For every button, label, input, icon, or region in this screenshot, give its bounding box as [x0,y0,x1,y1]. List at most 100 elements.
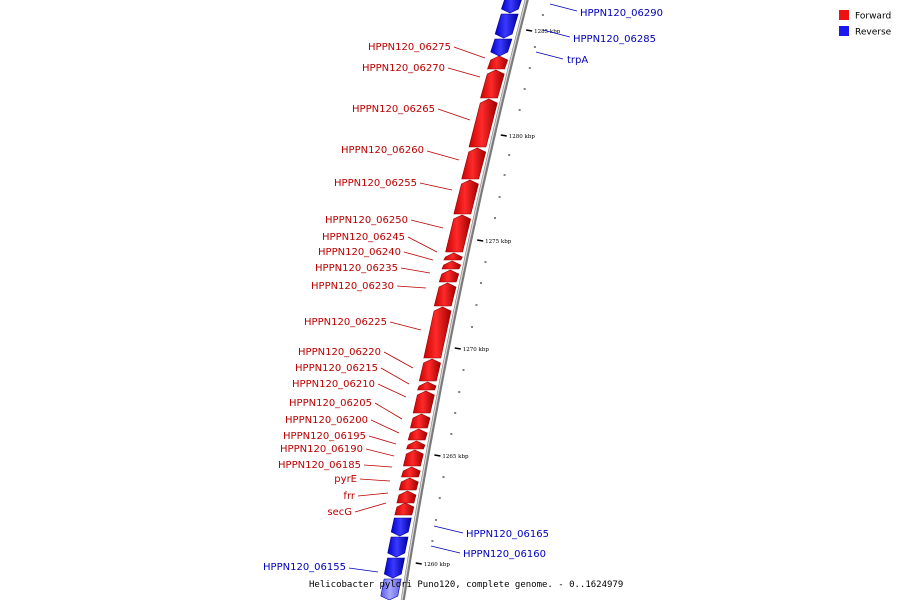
forward-gene-block [453,179,479,215]
gene-label[interactable]: HPPN120_06190 [280,444,363,455]
gene-label[interactable]: HPPN120_06215 [295,363,378,374]
forward-gene-block [403,449,424,467]
label-leader-line [549,3,578,12]
gene-label[interactable]: HPPN120_06225 [304,317,387,328]
label-leader-line [407,236,438,253]
label-leader-line [410,219,444,229]
forward-gene-block [418,358,441,382]
legend-forward-swatch [839,10,849,20]
gene-label[interactable]: HPPN120_06155 [263,562,346,573]
scale-tick [500,134,507,137]
genome-caption: Helicobacter pylori Puno120, complete ge… [309,580,623,590]
forward-gene-block [461,147,487,180]
gene-label[interactable]: HPPN120_06260 [341,145,424,156]
forward-gene-block [417,381,437,391]
forward-gene-block [443,252,463,261]
gene-label[interactable]: HPPN120_06255 [334,178,417,189]
label-leader-line [542,29,571,38]
gene-label[interactable]: secG [327,507,352,518]
minor-ticks [431,14,544,542]
forward-gene-block [441,260,462,270]
label-leader-line [389,321,422,331]
reverse-gene-block [383,557,405,579]
forward-gene-block [423,306,452,359]
label-leader-line [383,351,414,369]
scale-tick [454,347,461,350]
gene-label[interactable]: HPPN120_06220 [298,347,381,358]
label-leader-line [535,51,564,60]
label-leader-line [359,478,391,482]
gene-label[interactable]: HPPN120_06240 [318,247,401,258]
forward-gene-block [406,440,426,450]
label-leader-line [374,402,403,420]
label-leader-line [370,419,400,434]
reverse-gene-block [501,0,522,14]
label-leader-line [377,383,407,398]
forward-gene-block [407,428,428,441]
forward-gene-block [401,466,421,478]
gene-blocks [380,0,522,600]
gene-label[interactable]: HPPN120_06210 [292,379,375,390]
legend: Forward Reverse [839,10,892,38]
label-leader-line [357,492,389,497]
label-leader-line [437,108,471,121]
scale-ticks: 1285 kbp 1280 kbp 1275 kbp 1270 kbp 1265 kbp… [415,29,561,568]
gene-label[interactable]: HPPN120_06275 [368,42,451,53]
forward-gene-block [412,390,435,414]
legend-reverse-label: Reverse [855,28,892,38]
scale-tick-label: 1260 kbp [424,562,451,568]
label-leader-line [365,448,395,457]
label-leader-line [348,567,379,573]
reverse-gene-block [494,13,519,39]
reverse-gene-block [490,38,513,57]
gene-label[interactable]: HPPN120_06185 [278,460,361,471]
label-leader-line [403,251,434,261]
label-leader-line [400,267,431,274]
forward-gene-block [394,502,415,516]
reverse-gene-block [387,536,409,558]
gene-label[interactable]: HPPN120_06245 [322,232,405,243]
gene-label[interactable]: HPPN120_06160 [463,549,546,560]
label-leader-line [419,182,453,191]
label-leader-line [447,67,481,78]
scale-tick-label: 1270 kbp [463,347,490,353]
label-leader-line [433,525,464,534]
label-leader-line [354,502,387,513]
gene-label[interactable]: HPPN120_06285 [573,34,656,45]
scale-tick [526,29,533,32]
label-leader-line [426,150,460,161]
genome-backbone [400,0,529,600]
scale-tick [477,239,484,242]
gene-label[interactable]: HPPN120_06270 [362,63,445,74]
forward-gene-block [396,490,417,504]
gene-label[interactable]: HPPN120_06200 [285,415,368,426]
gene-label[interactable]: HPPN120_06290 [580,8,663,19]
forward-gene-block [438,269,460,283]
legend-forward-label: Forward [855,12,891,22]
gene-label[interactable]: HPPN120_06250 [325,215,408,226]
scale-tick [415,562,422,565]
scale-tick-label: 1275 kbp [485,239,512,245]
label-leader-line [380,367,410,385]
gene-label[interactable]: HPPN120_06205 [289,398,372,409]
label-leader-line [430,545,461,554]
label-leader-line [363,464,393,468]
label-leaders [348,3,578,573]
gene-label[interactable]: HPPN120_06165 [466,529,549,540]
forward-gene-block [445,214,471,253]
gene-label[interactable]: frr [343,491,355,502]
reverse-gene-block [380,578,402,600]
backbone-line [400,0,529,600]
gene-label[interactable]: HPPN120_06235 [315,263,398,274]
gene-label[interactable]: trpA [567,55,588,66]
gene-label[interactable]: HPPN120_06230 [311,281,394,292]
gene-labels: HPPN120_06290 HPPN120_06285 trpA HPPN120_06… [263,8,663,573]
gene-label[interactable]: HPPN120_06265 [352,104,435,115]
forward-gene-block [433,282,457,307]
forward-gene-block [487,55,509,70]
forward-gene-block [398,477,419,491]
gene-label[interactable]: pyrE [334,474,357,485]
gene-label[interactable]: HPPN120_06195 [283,431,366,442]
legend-reverse-swatch [839,26,849,36]
